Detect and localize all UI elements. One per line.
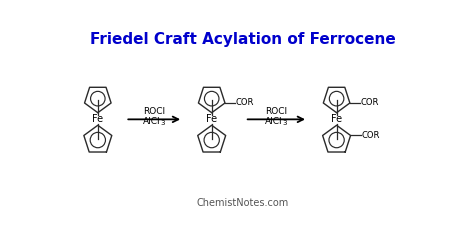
Text: COR: COR bbox=[361, 131, 380, 140]
Text: ChemistNotes.com: ChemistNotes.com bbox=[197, 198, 289, 208]
Text: AlCl: AlCl bbox=[143, 117, 160, 126]
Text: AlCl: AlCl bbox=[264, 117, 282, 126]
Text: COR: COR bbox=[236, 98, 254, 108]
Text: COR: COR bbox=[361, 98, 379, 108]
Text: Fe: Fe bbox=[92, 114, 103, 124]
Text: ROCl: ROCl bbox=[143, 108, 165, 116]
Text: 3: 3 bbox=[160, 120, 164, 126]
Text: Fe: Fe bbox=[206, 114, 217, 124]
Text: ROCl: ROCl bbox=[265, 108, 287, 116]
Text: Fe: Fe bbox=[331, 114, 342, 124]
Text: 3: 3 bbox=[282, 120, 287, 126]
Text: Friedel Craft Acylation of Ferrocene: Friedel Craft Acylation of Ferrocene bbox=[90, 32, 396, 47]
